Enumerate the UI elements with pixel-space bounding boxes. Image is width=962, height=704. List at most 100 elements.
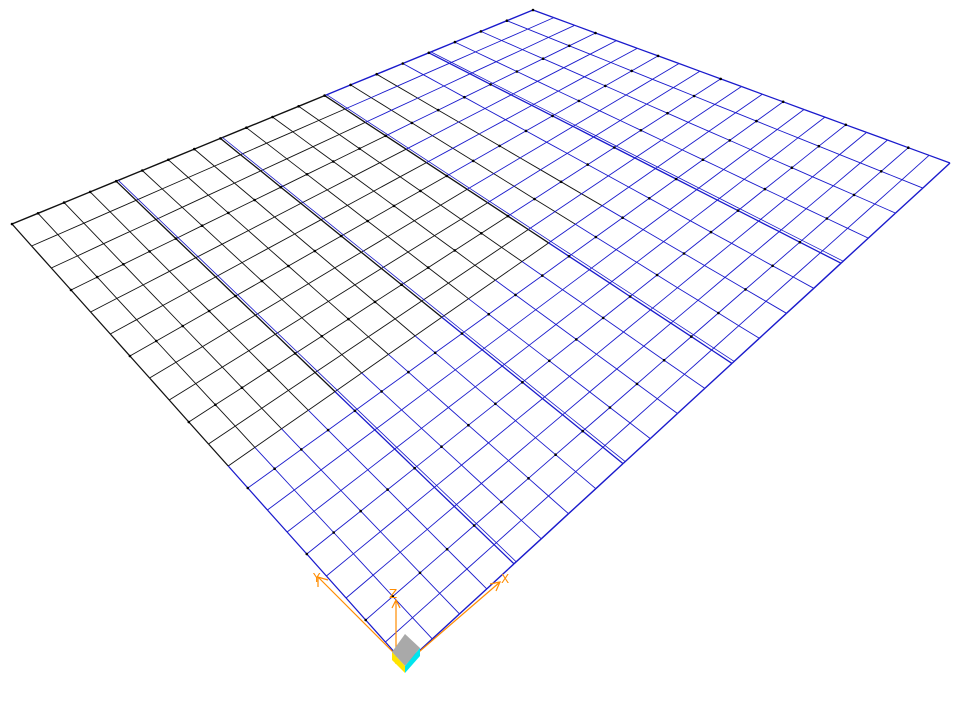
grid-beam <box>274 333 296 354</box>
grid-beam <box>555 324 577 340</box>
y-axis-label: Y <box>312 571 321 585</box>
grid-beam <box>663 220 691 242</box>
grid-beam <box>77 255 98 278</box>
grid-beam <box>405 135 433 150</box>
grid-beam <box>601 186 630 207</box>
grid-beam <box>552 115 574 127</box>
grid-beam <box>820 252 842 264</box>
grid-beam <box>419 548 448 574</box>
grid-node <box>418 571 422 575</box>
grid-node <box>608 406 612 409</box>
grid-beam <box>629 274 658 297</box>
grid-beam <box>839 154 861 164</box>
grid-beam <box>833 185 855 196</box>
grid-beam <box>582 407 611 432</box>
grid-beam <box>860 162 882 172</box>
grid-beam <box>141 170 163 190</box>
grid-beam <box>480 30 502 41</box>
grid-beam <box>334 391 356 412</box>
grid-beam <box>381 251 409 269</box>
grid-beam <box>528 344 550 362</box>
grid-beam <box>432 135 454 149</box>
grid-beam <box>584 76 606 87</box>
grid-beam <box>480 20 508 33</box>
grid-girder-offset <box>476 523 497 543</box>
grid-beam <box>751 254 773 267</box>
grid-girder-offset <box>383 266 404 284</box>
grid-beam <box>589 249 617 271</box>
grid-beam <box>589 53 612 63</box>
grid-beam <box>300 202 322 221</box>
grid-node <box>467 423 470 427</box>
grid-node <box>167 158 170 162</box>
grid-beam <box>495 279 516 296</box>
grid-beam <box>572 125 594 138</box>
grid-beam <box>155 206 183 220</box>
grid-node <box>323 94 326 97</box>
view-cube-icon[interactable] <box>392 634 420 673</box>
grid-beam <box>423 62 450 76</box>
grid-beam <box>123 250 150 265</box>
grid-girder-offset <box>387 134 409 149</box>
grid-beam <box>560 164 588 183</box>
view-cube-side-face[interactable] <box>405 648 420 673</box>
grid-beam <box>610 62 632 72</box>
grid-beam <box>901 154 930 181</box>
grid-beam <box>407 509 428 530</box>
grid-beam <box>548 242 570 257</box>
grid-girder-offset <box>363 250 384 268</box>
grid-beam <box>446 175 468 190</box>
grid-beam <box>301 317 323 337</box>
grid-beam <box>361 236 389 253</box>
grid-beam <box>650 309 672 324</box>
grid-beam <box>548 471 576 497</box>
grid-beam <box>441 446 462 466</box>
grid-beam <box>414 467 435 488</box>
grid-node <box>527 477 530 480</box>
grid-beam <box>109 211 131 232</box>
grid-beam <box>673 70 701 88</box>
grid-beam <box>268 370 289 391</box>
view-cube-front-face[interactable] <box>392 652 405 673</box>
grid-beam <box>702 140 730 161</box>
grid-node <box>358 147 361 150</box>
grid-beam <box>63 202 85 224</box>
grid-beam <box>595 463 624 490</box>
grid-beam <box>221 366 243 389</box>
grid-beam <box>135 199 157 220</box>
grid-beam <box>234 170 261 184</box>
grid-beam <box>426 162 448 177</box>
grid-beam <box>168 399 190 423</box>
grid-beam <box>520 519 542 540</box>
grid-beam <box>737 188 766 211</box>
grid-beam <box>636 383 658 400</box>
grid-node <box>332 160 335 163</box>
grid-node <box>305 173 309 176</box>
grid-girder-offset <box>693 334 715 349</box>
view-cube-top-face[interactable] <box>392 634 420 666</box>
grid-beam <box>298 94 325 107</box>
grid-beam <box>168 159 189 178</box>
grid-girder-offset <box>416 466 437 486</box>
grid-beam <box>347 449 369 471</box>
grid-beam <box>360 489 388 512</box>
grid-node <box>487 312 491 316</box>
grid-beam <box>525 115 553 132</box>
grid-beam <box>334 372 362 392</box>
grid-beam <box>326 189 348 206</box>
grid-beam <box>581 193 603 207</box>
grid-beam <box>555 430 583 456</box>
grid-beam <box>353 553 374 576</box>
grid-beam <box>487 202 509 217</box>
grid-beam <box>345 574 374 599</box>
grid-beam <box>813 262 842 289</box>
grid-beam <box>690 220 712 233</box>
grid-beam <box>401 284 423 302</box>
grid-beam <box>149 251 170 272</box>
grid-beam <box>710 231 732 244</box>
grid-beam <box>241 262 263 282</box>
grid-girder-offset <box>504 364 525 381</box>
grid-node <box>781 100 785 104</box>
